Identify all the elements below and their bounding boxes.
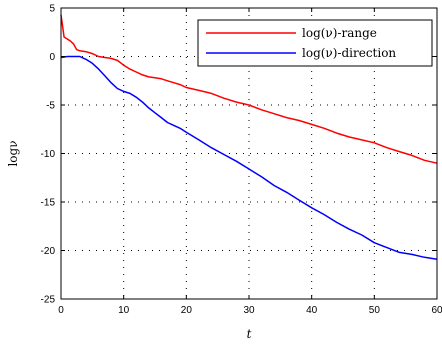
y-axis-label: logν [6,140,20,166]
legend-label-range: log(ν)-range [302,26,377,40]
x-tick-label: 50 [369,305,381,316]
series-line-0 [60,14,438,164]
legend-box [197,19,433,67]
y-tick-label: -15 [41,198,56,209]
series-line-1 [60,55,438,260]
legend: log(ν)-range log(ν)-direction [197,19,433,67]
x-axis-label: t [247,327,252,341]
x-tick-label: 0 [58,305,64,316]
x-tick-label: 60 [431,305,442,316]
x-tick-label: 30 [243,305,255,316]
y-tick-label: 0 [49,52,55,63]
legend-label-direction: log(ν)-direction [302,46,396,60]
x-tick-label: 10 [118,305,130,316]
y-tick-label: -20 [41,246,56,257]
y-tick-label: -25 [41,295,56,306]
y-tick-label: -10 [41,149,56,160]
y-tick-label: 5 [49,4,55,15]
x-tick-label: 20 [181,305,193,316]
y-tick-label: -5 [46,101,55,112]
x-tick-label: 40 [306,305,318,316]
series-lines [60,14,438,260]
